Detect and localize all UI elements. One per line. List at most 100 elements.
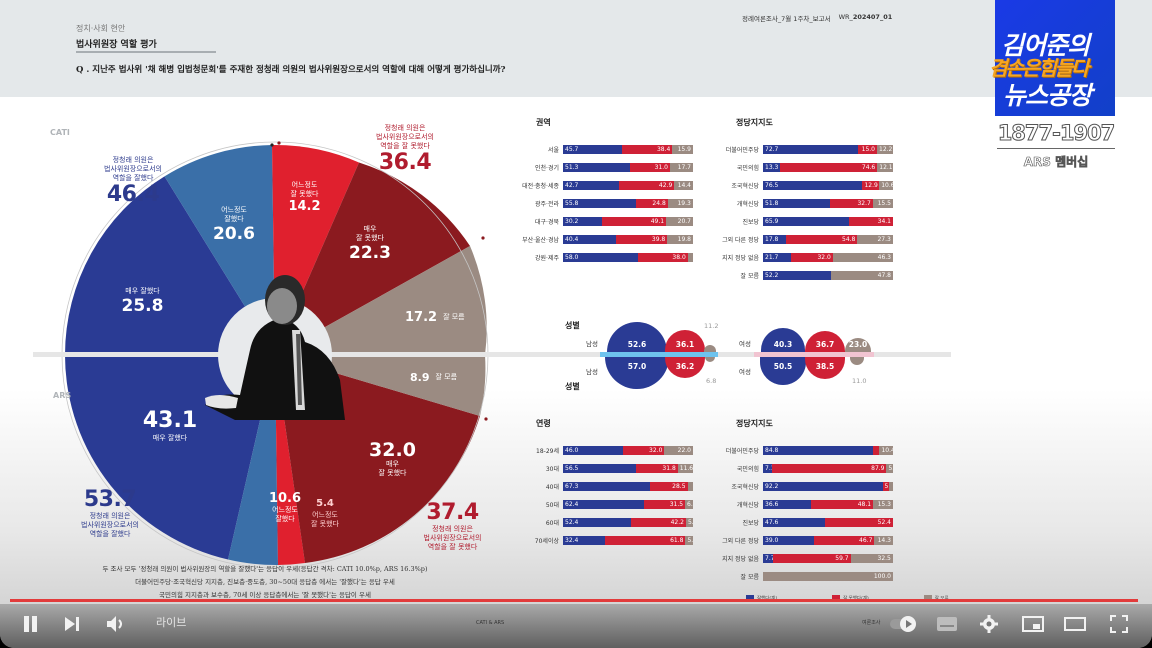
bar-row: 30대 56.5 31.8 11.6 [546,464,693,473]
unknown-segment: 6.1 [685,500,693,509]
unknown-segment: 32.5 [850,554,893,563]
good-segment: 51.3 [563,163,630,172]
unknown-segment [889,482,893,491]
ars-bad-summary: 37.4 정청래 의원은 법사위원장으로서의 역할을 잘 못했다 [423,500,482,552]
bad-segment: 87.9 [772,464,887,473]
bar-row-label: 잘 모름 [740,273,759,280]
good-segment: 40.4 [563,235,616,244]
bar-row: 진보당 65.9 34.1 [742,217,893,226]
bar-row-label: 부산·울산·경남 [522,237,559,244]
bad-segment: 24.8 [635,199,668,208]
note-3: 국민의힘 지지층과 보수층, 70세 이상 응답층에서는 '잘 못했다'는 응답… [159,591,371,599]
bad-segment: 52.4 [824,518,893,527]
unknown-segment: 15.9 [672,145,693,154]
unknown-segment: 46.3 [832,253,893,262]
progress-bar[interactable] [10,599,1138,602]
male-cati-good-value: 52.6 [627,340,647,349]
volume-icon[interactable] [106,615,126,633]
cati-very-bad-label: 매우 잘 못했다 22.3 [349,225,391,263]
bad-segment: 15.0 [857,145,877,154]
miniplayer-icon[interactable] [1022,616,1044,632]
bar-row-label: 국민의힘 [736,165,759,172]
unknown-segment: 10.4 [879,446,893,455]
female-ars-unknown-value: 11.0 [852,377,867,385]
good-segment: 39.0 [763,536,814,545]
bar-row-label: 조국혁신당 [731,484,759,491]
female-label-ars: 여성 [739,368,751,376]
bar-row: 지지 정당 없음 7.7 59.7 32.5 [722,554,893,563]
bar-row: 60대 52.442.25.4 [546,518,693,527]
note-1: 두 조사 모두 '정청래 의원이 법사위원장의 역할을 잘했다'는 응답이 우세… [102,565,428,573]
good-segment: 32.4 [563,536,606,545]
subtitles-icon[interactable] [936,616,958,632]
bar-row-label: 강원·제주 [535,255,559,262]
portrait-figure [205,275,345,420]
bar-row-label: 국민의힘 [736,466,759,473]
bar-row-label: 광주·전라 [535,201,559,208]
unknown-segment: 19.3 [667,199,693,208]
gender-title-ars: 성별 [565,382,580,391]
good-segment: 17.8 [763,235,787,244]
bar-row-label: 서울 [547,147,559,154]
region-panel-title: 권역 [536,118,551,127]
cati-somewhat-good-slice [164,145,275,355]
cati-very-good-label: 매우 잘했다 25.8 [121,287,164,316]
unknown-segment: 22.0 [664,446,693,455]
good-segment: 52.4 [563,518,632,527]
bad-segment: 49.1 [602,217,667,226]
settings-gear-icon[interactable] [980,615,998,633]
fullscreen-icon[interactable] [1110,615,1128,633]
bar-row: 개혁신당 51.8 32.7 15.5 [737,199,893,208]
bar-row: 그외 다른 정당 39.0 46.7 14.3 [722,536,893,545]
male-label-ars: 남성 [586,368,598,376]
good-segment: 7.1 [763,464,773,473]
bar-row-label: 18-29세 [536,448,559,455]
good-segment: 56.5 [563,464,637,473]
player-controls [0,604,1152,648]
male-ars-unknown-value: 6.8 [706,377,717,385]
bad-segment [873,446,880,455]
good-segment: 58.0 [563,253,639,262]
good-segment: 84.8 [763,446,874,455]
good-segment: 13.3 [763,163,781,172]
report-meta: 정례여론조사_7월 1주차_보고서 WR_202407_01 [742,13,892,23]
unknown-segment: 19.8 [667,235,693,244]
good-segment: 47.6 [763,518,825,527]
bar-row: 더불어민주당 84.8 10.4 [726,446,893,455]
bar-row: 그외 다른 정당 17.8 54.8 27.3 [722,235,893,244]
male-cati-bad-value: 36.1 [675,340,695,349]
bar-row-label: 70세이상 [534,538,559,545]
bar-row: 국민의힘 7.187.95.0 [737,464,893,473]
cati-unknown-label: 17.2 잘 모름 [405,310,465,325]
pause-icon[interactable] [22,615,40,633]
unknown-segment: 10.6 [879,181,893,190]
good-segment: 52.2 [763,271,831,280]
next-icon[interactable] [64,616,80,632]
bar-row: 지지 정당 없음 21.7 32.0 46.3 [722,253,893,262]
male-label-cati: 남성 [586,340,598,348]
bad-segment: 34.1 [848,217,893,226]
unknown-segment: 12.2 [877,145,893,154]
female-cati-good-value: 40.3 [773,340,793,349]
bar-row: 18-29세 46.0 32.0 22.0 [536,446,693,455]
bar-row-label: 개혁신당 [736,502,759,509]
unknown-segment: 15.5 [872,199,893,208]
report-name: 정례여론조사_7월 1주차_보고서 [742,15,831,23]
bad-segment: 12.9 [862,181,880,190]
live-badge[interactable]: 라이브 [156,616,187,629]
bar-row-label: 더불어민주당 [725,448,759,455]
bad-segment: 5.0 [882,482,889,491]
male-ars-bad-bubble [665,357,705,378]
bad-segment: 42.9 [618,181,675,190]
good-segment: 42.7 [563,181,619,190]
cati-very-good-slice [65,176,275,355]
autoplay-toggle-icon[interactable] [890,614,918,634]
good-segment: 36.6 [763,500,811,509]
age-panel-title: 연령 [536,419,551,428]
bar-row: 조국혁신당 92.25.0 [731,482,893,491]
ars-somewhat-good-label: 10.6 어느정도 잘했다 [268,491,302,523]
bar-row: 서울 45.7 38.4 15.9 [548,145,693,154]
bar-row-label: 50대 [545,502,559,509]
theater-mode-icon[interactable] [1064,617,1086,631]
